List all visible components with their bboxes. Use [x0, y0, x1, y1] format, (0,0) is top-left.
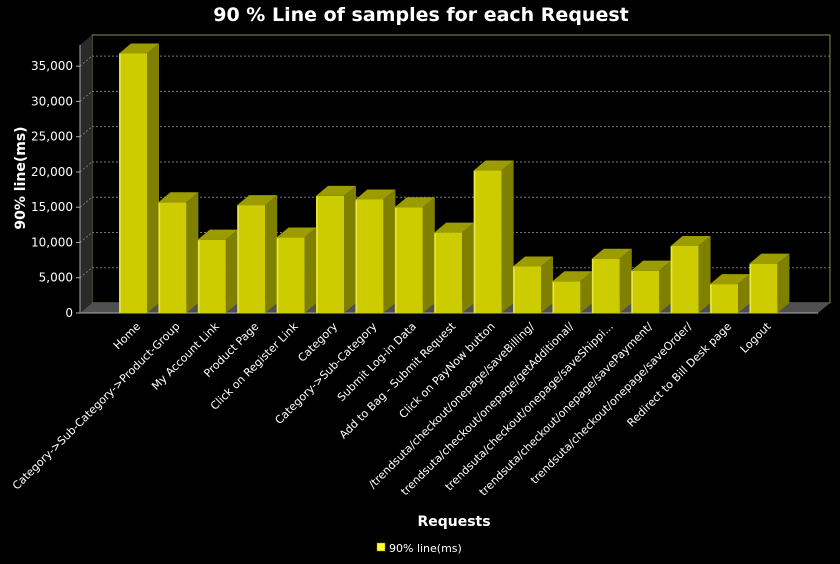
y-tick-label: 15,000: [31, 200, 73, 214]
y-gridline-depth: [79, 161, 93, 173]
bar-front-face: [591, 258, 620, 313]
bar: [710, 274, 750, 313]
bar: [394, 197, 435, 313]
bar-side-face: [147, 43, 159, 313]
bar-top-face: [158, 192, 199, 203]
bar-top-face: [276, 227, 317, 238]
bar: [631, 260, 672, 313]
bar: [119, 43, 159, 313]
bar-side-face: [541, 256, 553, 313]
bar-front-face: [670, 246, 699, 313]
y-gridline-depth: [79, 232, 93, 243]
x-category-label: My Account Link: [149, 319, 222, 392]
bar-top-face: [631, 260, 672, 271]
y-gridline-depth: [79, 126, 93, 138]
bar-top-face: [513, 256, 553, 267]
bar-top-face: [355, 189, 396, 200]
y-tick-label: 25,000: [31, 130, 73, 144]
bar-side-face: [304, 227, 317, 313]
y-axis-title: 90% line(ms): [13, 126, 29, 229]
bar-front-face: [513, 266, 541, 313]
bar: [316, 185, 356, 313]
bar-side-face: [659, 260, 672, 313]
bar-top-face: [434, 222, 475, 233]
bar-top-face: [316, 185, 356, 196]
y-tick-label: 5,000: [39, 271, 73, 285]
x-category-label: Logout: [738, 319, 774, 355]
bar: [591, 248, 632, 313]
bar: [434, 222, 475, 313]
bar-side-face: [619, 248, 632, 313]
bar-front-face: [749, 263, 778, 313]
bar-front-face: [119, 53, 147, 313]
bar-front-face: [355, 199, 384, 313]
bar-front-face: [552, 281, 581, 313]
y-gridline-depth: [79, 55, 93, 67]
bar-top-face: [710, 274, 750, 285]
y-gridline-depth: [79, 267, 93, 279]
bar: [276, 227, 317, 313]
plot-left-wall: [80, 35, 92, 313]
bar-side-face: [698, 236, 711, 313]
legend: 90% line(ms): [376, 542, 462, 555]
bar: [237, 195, 278, 313]
bar-front-face: [197, 239, 226, 313]
legend-swatch: [376, 542, 386, 552]
y-tick-label: 30,000: [31, 94, 73, 108]
bar-front-face: [710, 284, 738, 313]
bar-top-face: [670, 236, 711, 246]
bar-front-face: [237, 205, 266, 313]
bar-front-face: [158, 202, 187, 313]
bar-side-face: [344, 185, 356, 313]
bar-side-face: [422, 197, 435, 313]
bar-side-face: [225, 229, 238, 313]
bar-side-face: [462, 222, 475, 313]
bar: [158, 192, 199, 313]
bar: [513, 256, 553, 313]
bar: [552, 271, 593, 313]
y-tick-label: 35,000: [31, 59, 73, 73]
bar-top-face: [394, 197, 435, 208]
y-gridline-depth: [79, 196, 93, 208]
bar-side-face: [186, 192, 199, 313]
y-gridline-depth: [79, 91, 93, 102]
x-axis-title: Requests: [417, 514, 490, 530]
bar-front-face: [473, 170, 502, 313]
bar: [670, 236, 711, 313]
bar-side-face: [501, 160, 514, 313]
x-category-label: Home: [111, 320, 143, 352]
bar-side-face: [383, 189, 396, 313]
bar: [749, 253, 790, 313]
legend-label: 90% line(ms): [389, 542, 462, 555]
bar-side-face: [580, 271, 593, 313]
bar-front-face: [434, 232, 463, 313]
bar-top-face: [591, 248, 632, 259]
bar-side-face: [265, 195, 278, 313]
bar-top-face: [749, 253, 790, 264]
x-category-label: Category->Sub-Category->Product-Group: [10, 320, 183, 493]
bar: [197, 229, 238, 313]
bar-top-face: [237, 195, 278, 206]
y-tick-label: 20,000: [31, 165, 73, 179]
y-tick-label: 10,000: [31, 235, 73, 249]
bar-top-face: [473, 160, 514, 171]
bar-top-face: [552, 271, 593, 282]
bar: [473, 160, 514, 313]
bar-front-face: [316, 195, 344, 313]
bar-side-face: [777, 253, 790, 313]
plot-area: 0 5,000 10,000 15,000 20,000 25,000 30,000 35,0…: [10, 34, 831, 499]
bar-front-face: [276, 237, 305, 313]
y-tick-label: 0: [65, 306, 73, 320]
bar-top-face: [119, 43, 159, 54]
bar-front-face: [394, 207, 423, 313]
bar-front-face: [631, 270, 660, 313]
bar-top-face: [197, 229, 238, 240]
bar-side-face: [738, 274, 750, 313]
chart-title: 90 % Line of samples for each Request: [213, 4, 628, 26]
bar: [355, 189, 396, 313]
